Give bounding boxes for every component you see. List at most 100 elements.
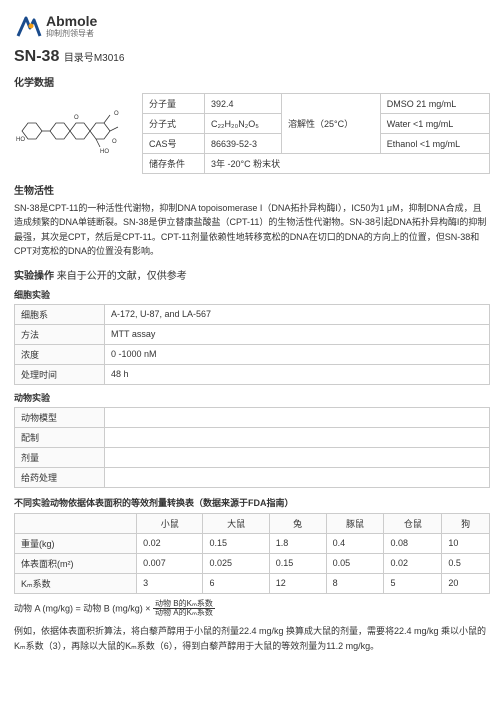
conv-cell: 0.05 (326, 553, 384, 573)
conv-row-label: Kₘ系数 (15, 573, 137, 593)
conv-cell: 10 (442, 533, 490, 553)
table-row: 给药处理 (15, 467, 490, 487)
catno-label: 目录号 (64, 53, 94, 64)
conversion-formula: 动物 A (mg/kg) = 动物 B (mg/kg) × 动物 B的Kₘ系数 … (14, 600, 490, 619)
cell-table: 细胞系A-172, U-87, and LA-567 方法MTT assay 浓… (14, 304, 490, 385)
table-row: 配制 (15, 427, 490, 447)
svg-text:HO: HO (100, 149, 109, 155)
section-animal: 动物实验 (14, 391, 490, 404)
chem-key: 分子式 (143, 114, 205, 134)
table-row: 储存条件 3年 -20°C 粉末状 (143, 154, 490, 174)
logo-text-block: Abmole 抑制剂领导者 (46, 14, 97, 39)
chem-table: 分子量 392.4 溶解性（25°C） DMSO 21 mg/mL 分子式 C₂… (142, 93, 490, 174)
conv-cell: 0.025 (203, 553, 269, 573)
animal-val (105, 467, 490, 487)
example-text: 例如，依据体表面积折算法，将白藜芦醇用于小鼠的剂量22.4 mg/kg 换算成大… (14, 624, 490, 653)
conversion-table: 小鼠 大鼠 兔 豚鼠 仓鼠 狗 重量(kg) 0.02 0.15 1.8 0.4… (14, 513, 490, 594)
conv-col: 豚鼠 (326, 513, 384, 533)
conv-col: 小鼠 (137, 513, 203, 533)
conv-col (15, 513, 137, 533)
conv-cell: 6 (203, 573, 269, 593)
cell-val: 0 -1000 nM (105, 344, 490, 364)
product-name: SN-38 (14, 48, 59, 65)
animal-key: 动物模型 (15, 407, 105, 427)
section-chem: 化学数据 (14, 74, 490, 89)
conv-cell: 3 (137, 573, 203, 593)
exp-heading: 实验操作 (14, 271, 54, 282)
chem-val: 3年 -20°C 粉末状 (205, 154, 490, 174)
brand-tagline: 抑制剂领导者 (46, 28, 97, 39)
animal-key: 配制 (15, 427, 105, 447)
logo-icon (14, 12, 42, 40)
table-row: Kₘ系数 3 6 12 8 5 20 (15, 573, 490, 593)
cell-val: MTT assay (105, 324, 490, 344)
chem-key: 储存条件 (143, 154, 205, 174)
table-row: 动物模型 (15, 407, 490, 427)
animal-key: 给药处理 (15, 467, 105, 487)
animal-key: 剂量 (15, 447, 105, 467)
conv-row-label: 重量(kg) (15, 533, 137, 553)
conv-cell: 0.08 (384, 533, 442, 553)
animal-val (105, 447, 490, 467)
conv-cell: 20 (442, 573, 490, 593)
conv-cell: 12 (269, 573, 326, 593)
section-bio: 生物活性 (14, 182, 490, 197)
conv-cell: 8 (326, 573, 384, 593)
formula-fraction: 动物 B的Kₘ系数 动物 A的Kₘ系数 (153, 600, 215, 619)
conv-col: 仓鼠 (384, 513, 442, 533)
conv-cell: 0.15 (269, 553, 326, 573)
section-exp: 实验操作 来自于公开的文献，仅供参考 (14, 267, 490, 282)
svg-text:HO: HO (16, 137, 25, 143)
svg-text:O: O (74, 115, 79, 121)
chem-val: Water <1 mg/mL (380, 114, 489, 134)
animal-table: 动物模型 配制 剂量 给药处理 (14, 407, 490, 488)
table-row: 重量(kg) 0.02 0.15 1.8 0.4 0.08 10 (15, 533, 490, 553)
chem-val: 392.4 (205, 94, 282, 114)
conv-cell: 0.007 (137, 553, 203, 573)
cell-key: 处理时间 (15, 364, 105, 384)
chem-key: 分子量 (143, 94, 205, 114)
svg-text:O: O (114, 111, 119, 117)
chem-val: C₂₂H₂₀N₂O₅ (205, 114, 282, 134)
table-row: 细胞系A-172, U-87, and LA-567 (15, 304, 490, 324)
animal-val (105, 407, 490, 427)
conv-col: 兔 (269, 513, 326, 533)
conv-cell: 0.02 (384, 553, 442, 573)
table-row: 剂量 (15, 447, 490, 467)
cell-val: A-172, U-87, and LA-567 (105, 304, 490, 324)
table-header-row: 小鼠 大鼠 兔 豚鼠 仓鼠 狗 (15, 513, 490, 533)
chem-row: HO O O HO O 分子量 392.4 溶解性（25°C） DMSO 21 … (14, 93, 490, 174)
cell-key: 细胞系 (15, 304, 105, 324)
conv-col: 狗 (442, 513, 490, 533)
chem-val: DMSO 21 mg/mL (380, 94, 489, 114)
brand-name: Abmole (46, 14, 97, 28)
table-row: 方法MTT assay (15, 324, 490, 344)
cell-key: 浓度 (15, 344, 105, 364)
chem-val: 86639-52-3 (205, 134, 282, 154)
conv-cell: 0.15 (203, 533, 269, 553)
logo: Abmole 抑制剂领导者 (14, 12, 490, 40)
section-conv: 不同实验动物依据体表面积的等效剂量转换表（数据来源于FDA指南） (14, 496, 490, 509)
table-row: 体表面积(m²) 0.007 0.025 0.15 0.05 0.02 0.5 (15, 553, 490, 573)
catno-value: M3016 (94, 53, 125, 64)
cell-key: 方法 (15, 324, 105, 344)
conv-row-label: 体表面积(m²) (15, 553, 137, 573)
chem-key: 溶解性（25°C） (281, 94, 380, 154)
bio-text: SN-38是CPT-11的一种活性代谢物，抑制DNA topoisomerase… (14, 201, 490, 259)
conv-cell: 0.5 (442, 553, 490, 573)
svg-text:O: O (112, 139, 117, 145)
animal-val (105, 427, 490, 447)
table-row: 分子量 392.4 溶解性（25°C） DMSO 21 mg/mL (143, 94, 490, 114)
table-row: 处理时间48 h (15, 364, 490, 384)
exp-note: 来自于公开的文献，仅供参考 (57, 271, 187, 282)
conv-cell: 0.02 (137, 533, 203, 553)
formula-lhs: 动物 A (mg/kg) = 动物 B (mg/kg) × (14, 603, 151, 613)
page-title: SN-38 目录号M3016 (14, 48, 490, 66)
conv-cell: 1.8 (269, 533, 326, 553)
chem-key: CAS号 (143, 134, 205, 154)
conv-cell: 5 (384, 573, 442, 593)
conv-cell: 0.4 (326, 533, 384, 553)
chem-val: Ethanol <1 mg/mL (380, 134, 489, 154)
formula-denominator: 动物 A的Kₘ系数 (153, 609, 215, 618)
section-cell: 细胞实验 (14, 288, 490, 301)
